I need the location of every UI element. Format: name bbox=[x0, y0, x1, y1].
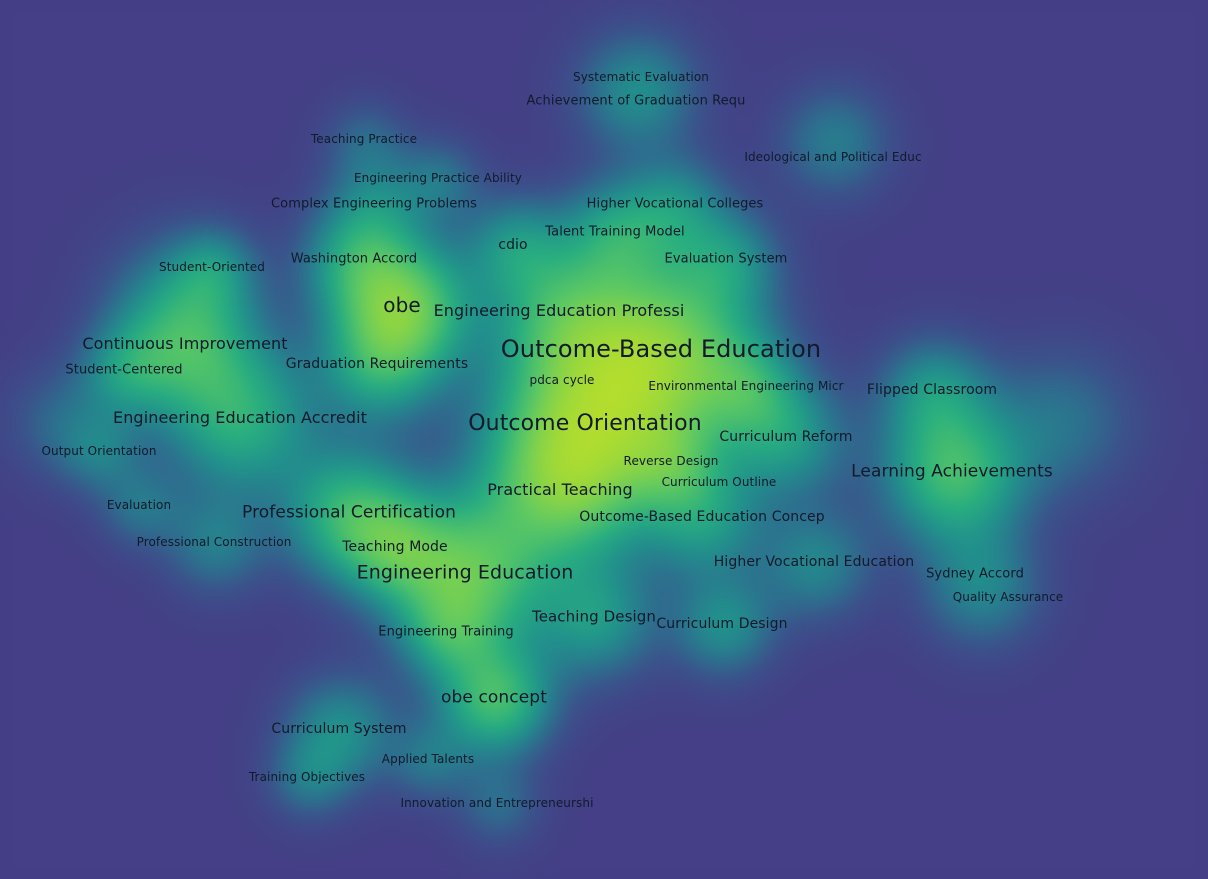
keyword-evaluation[interactable]: Evaluation bbox=[106, 498, 172, 512]
keyword-output-orientation[interactable]: Output Orientation bbox=[41, 444, 157, 458]
keyword-ideological-and-political-educ[interactable]: Ideological and Political Educ bbox=[744, 150, 922, 164]
keyword-sydney-accord[interactable]: Sydney Accord bbox=[926, 566, 1024, 582]
keyword-systematic-evaluation[interactable]: Systematic Evaluation bbox=[573, 70, 709, 84]
keyword-outcome-based-education[interactable]: Outcome-Based Education bbox=[500, 335, 822, 363]
keyword-student-oriented[interactable]: Student-Oriented bbox=[159, 260, 265, 274]
keyword-curriculum-system[interactable]: Curriculum System bbox=[271, 721, 407, 737]
keyword-curriculum-design[interactable]: Curriculum Design bbox=[656, 616, 788, 632]
keyword-reverse-design[interactable]: Reverse Design bbox=[623, 454, 719, 468]
keyword-applied-talents[interactable]: Applied Talents bbox=[381, 752, 475, 766]
keyword-washington-accord[interactable]: Washington Accord bbox=[290, 251, 418, 267]
keyword-engineering-practice-ability[interactable]: Engineering Practice Ability bbox=[354, 171, 522, 185]
keyword-environmental-engineering-micr[interactable]: Environmental Engineering Micr bbox=[648, 379, 844, 393]
keyword-higher-vocational-education[interactable]: Higher Vocational Education bbox=[713, 554, 915, 570]
keyword-engineering-training[interactable]: Engineering Training bbox=[378, 624, 514, 640]
keyword-engineering-education[interactable]: Engineering Education bbox=[356, 561, 574, 584]
keyword-practical-teaching[interactable]: Practical Teaching bbox=[487, 480, 633, 499]
keyword-obe[interactable]: obe bbox=[383, 293, 421, 317]
keyword-innovation-and-entrepreneurshi[interactable]: Innovation and Entrepreneurshi bbox=[400, 796, 594, 810]
keyword-quality-assurance[interactable]: Quality Assurance bbox=[952, 590, 1064, 604]
keyword-graduation-requirements[interactable]: Graduation Requirements bbox=[285, 356, 469, 372]
keyword-higher-vocational-colleges[interactable]: Higher Vocational Colleges bbox=[586, 196, 764, 212]
keyword-learning-achievements[interactable]: Learning Achievements bbox=[851, 461, 1053, 482]
keyword-talent-training-model[interactable]: Talent Training Model bbox=[545, 224, 685, 240]
keyword-engineering-education-accredit[interactable]: Engineering Education Accredit bbox=[112, 408, 368, 427]
keyword-pdca-cycle[interactable]: pdca cycle bbox=[529, 373, 595, 387]
keyword-student-centered[interactable]: Student-Centered bbox=[65, 362, 183, 378]
keyword-achievement-of-graduation-requ[interactable]: Achievement of Graduation Requ bbox=[526, 93, 746, 109]
keyword-obe-concept[interactable]: obe concept bbox=[441, 687, 547, 708]
keyword-complex-engineering-problems[interactable]: Complex Engineering Problems bbox=[270, 196, 478, 212]
keyword-outcome-based-education-concep[interactable]: Outcome-Based Education Concep bbox=[579, 509, 825, 525]
keyword-cdio[interactable]: cdio bbox=[498, 237, 528, 253]
keyword-evaluation-system[interactable]: Evaluation System bbox=[664, 251, 788, 267]
keyword-outcome-orientation[interactable]: Outcome Orientation bbox=[468, 411, 702, 436]
keyword-flipped-classroom[interactable]: Flipped Classroom bbox=[866, 382, 998, 398]
keyword-professional-certification[interactable]: Professional Certification bbox=[242, 502, 456, 523]
keyword-professional-construction[interactable]: Professional Construction bbox=[136, 535, 292, 549]
keyword-teaching-practice[interactable]: Teaching Practice bbox=[310, 132, 418, 146]
keyword-training-objectives[interactable]: Training Objectives bbox=[248, 770, 366, 784]
keyword-curriculum-outline[interactable]: Curriculum Outline bbox=[661, 475, 777, 489]
keyword-engineering-education-professi[interactable]: Engineering Education Professi bbox=[433, 301, 685, 320]
keyword-curriculum-reform[interactable]: Curriculum Reform bbox=[719, 429, 853, 445]
keyword-teaching-design[interactable]: Teaching Design bbox=[531, 607, 657, 626]
keyword-teaching-mode[interactable]: Teaching Mode bbox=[342, 539, 448, 555]
keyword-continuous-improvement[interactable]: Continuous Improvement bbox=[82, 334, 288, 353]
